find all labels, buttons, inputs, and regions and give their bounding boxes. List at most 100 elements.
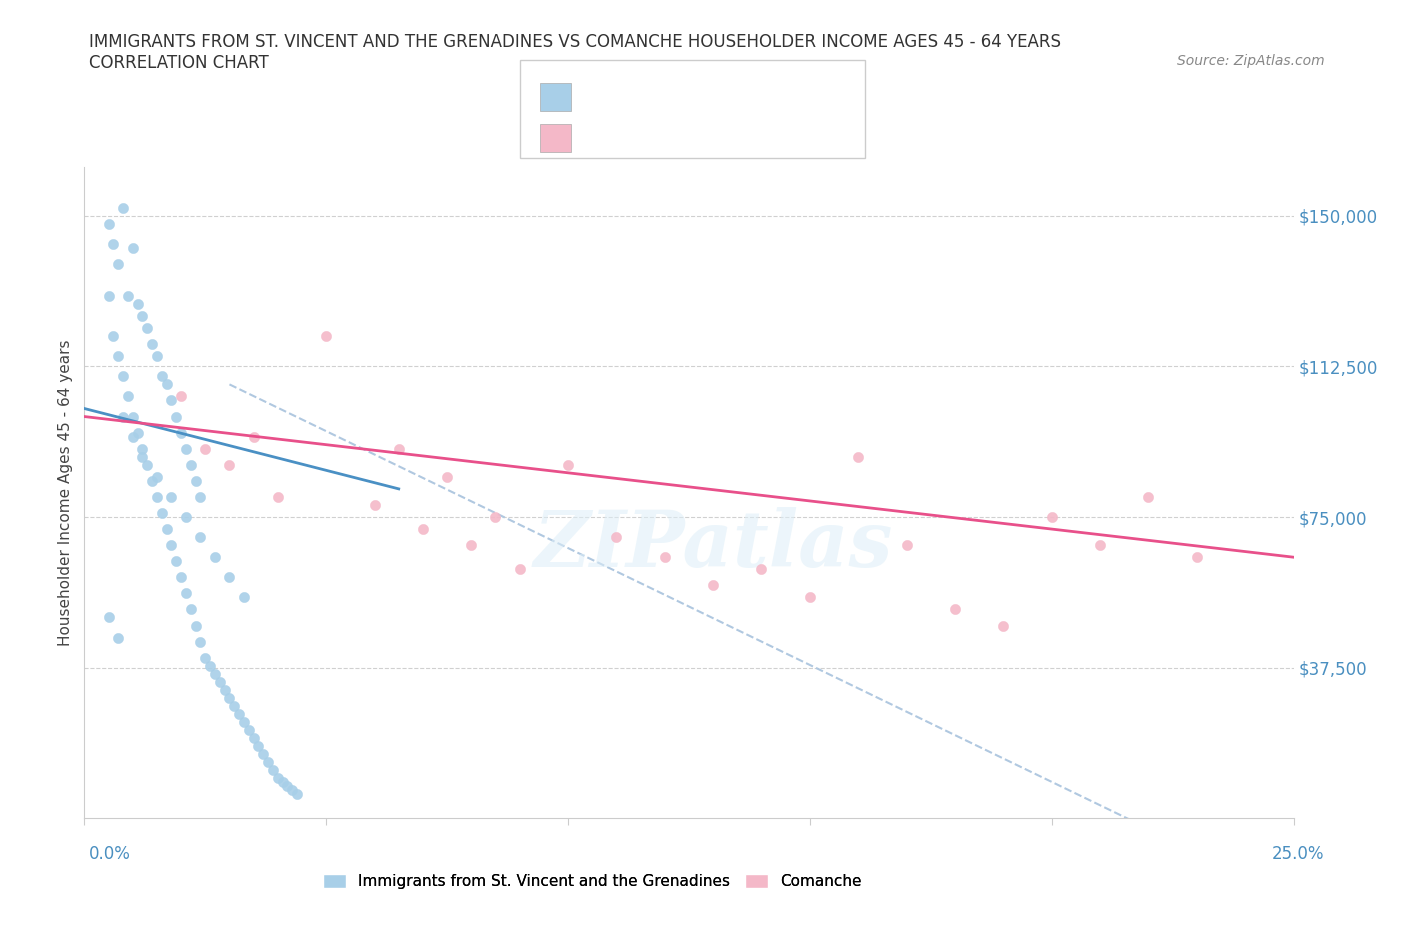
- Point: [285, 787, 308, 802]
- Point: [107, 257, 129, 272]
- Point: [150, 506, 173, 521]
- Point: [160, 393, 183, 408]
- Point: [257, 755, 280, 770]
- Point: [121, 240, 143, 255]
- Point: [184, 618, 207, 633]
- Point: [112, 409, 135, 424]
- Text: 27: 27: [735, 129, 761, 147]
- Text: N =: N =: [693, 87, 733, 106]
- Point: [146, 470, 169, 485]
- Point: [97, 610, 120, 625]
- Point: [190, 530, 212, 545]
- Point: [238, 723, 260, 737]
- Point: [271, 775, 294, 790]
- Point: [252, 747, 274, 762]
- Text: R =: R =: [581, 129, 620, 147]
- Text: ZIPatlas: ZIPatlas: [533, 507, 893, 583]
- Point: [751, 562, 773, 577]
- Point: [267, 489, 290, 504]
- Point: [112, 200, 135, 215]
- Point: [896, 538, 918, 552]
- Point: [190, 634, 212, 649]
- Point: [267, 771, 290, 786]
- Point: [180, 458, 202, 472]
- Point: [242, 430, 264, 445]
- Point: [150, 369, 173, 384]
- Point: [204, 550, 226, 565]
- Point: [170, 389, 193, 404]
- Y-axis label: Householder Income Ages 45 - 64 years: Householder Income Ages 45 - 64 years: [58, 339, 73, 646]
- Point: [141, 473, 163, 488]
- Point: [247, 738, 270, 753]
- Point: [388, 441, 411, 456]
- Point: [233, 590, 256, 604]
- Point: [127, 425, 149, 440]
- Point: [146, 489, 169, 504]
- Point: [218, 570, 240, 585]
- Point: [993, 618, 1015, 633]
- Point: [127, 297, 149, 312]
- Point: [184, 473, 207, 488]
- Point: [103, 328, 125, 343]
- Point: [107, 349, 129, 364]
- Point: [943, 602, 966, 617]
- Point: [174, 586, 197, 601]
- Text: -0.121: -0.121: [623, 87, 688, 106]
- Point: [315, 328, 337, 343]
- Point: [146, 349, 169, 364]
- Point: [460, 538, 482, 552]
- Text: IMMIGRANTS FROM ST. VINCENT AND THE GRENADINES VS COMANCHE HOUSEHOLDER INCOME AG: IMMIGRANTS FROM ST. VINCENT AND THE GREN…: [89, 33, 1060, 50]
- Point: [112, 369, 135, 384]
- Point: [214, 683, 236, 698]
- Text: 72: 72: [735, 87, 761, 106]
- Point: [174, 441, 197, 456]
- Text: Source: ZipAtlas.com: Source: ZipAtlas.com: [1177, 54, 1324, 68]
- Point: [218, 458, 240, 472]
- Point: [174, 510, 197, 525]
- Point: [97, 216, 120, 231]
- Text: N =: N =: [693, 129, 733, 147]
- Point: [97, 288, 120, 303]
- Point: [224, 698, 246, 713]
- Point: [121, 409, 143, 424]
- Point: [262, 763, 284, 777]
- Point: [131, 449, 153, 464]
- Point: [218, 690, 240, 705]
- Point: [281, 783, 304, 798]
- Point: [242, 731, 264, 746]
- Point: [160, 489, 183, 504]
- Point: [103, 236, 125, 251]
- Point: [1088, 538, 1111, 552]
- Point: [141, 337, 163, 352]
- Point: [233, 714, 256, 729]
- Legend: Immigrants from St. Vincent and the Grenadines, Comanche: Immigrants from St. Vincent and the Gren…: [316, 868, 868, 896]
- Point: [194, 441, 217, 456]
- Point: [107, 631, 129, 645]
- Point: [846, 449, 869, 464]
- Point: [165, 553, 187, 568]
- Point: [194, 650, 217, 665]
- Point: [136, 458, 159, 472]
- Point: [484, 510, 506, 525]
- Point: [170, 425, 193, 440]
- Point: [702, 578, 724, 592]
- Point: [170, 570, 193, 585]
- Point: [117, 389, 139, 404]
- Point: [276, 778, 298, 793]
- Point: [1185, 550, 1208, 565]
- Text: 0.0%: 0.0%: [89, 844, 131, 863]
- Point: [198, 658, 221, 673]
- Point: [436, 470, 458, 485]
- Point: [1040, 510, 1063, 525]
- Point: [136, 321, 159, 336]
- Point: [131, 309, 153, 324]
- Point: [160, 538, 183, 552]
- Point: [190, 489, 212, 504]
- Point: [363, 498, 385, 512]
- Text: CORRELATION CHART: CORRELATION CHART: [89, 54, 269, 72]
- Point: [228, 707, 250, 722]
- Point: [412, 522, 434, 537]
- Point: [165, 409, 187, 424]
- Text: -0.294: -0.294: [623, 129, 688, 147]
- Point: [557, 458, 579, 472]
